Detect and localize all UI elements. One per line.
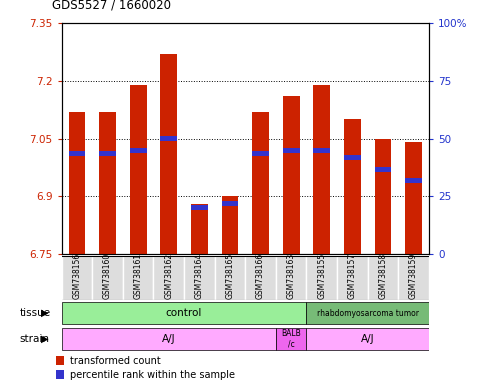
Bar <box>56 356 64 366</box>
Text: A/J: A/J <box>162 334 176 344</box>
Bar <box>252 112 269 254</box>
Bar <box>153 256 184 300</box>
Text: strain: strain <box>20 334 50 344</box>
Bar <box>283 148 300 153</box>
Text: ▶: ▶ <box>40 308 48 318</box>
Text: GSM738159: GSM738159 <box>409 253 418 299</box>
Bar <box>69 112 85 254</box>
Bar <box>375 139 391 254</box>
Text: GSM738163: GSM738163 <box>286 253 296 299</box>
Text: BALB
/c: BALB /c <box>282 329 301 349</box>
Text: GSM738156: GSM738156 <box>72 253 81 299</box>
Bar <box>221 202 239 207</box>
Text: GSM738164: GSM738164 <box>195 253 204 299</box>
Bar <box>191 205 208 210</box>
Text: A/J: A/J <box>361 334 375 344</box>
Bar <box>314 85 330 254</box>
Bar <box>123 256 153 300</box>
Bar <box>246 256 276 300</box>
Bar <box>314 148 330 153</box>
Bar <box>191 204 208 254</box>
Bar <box>92 256 123 300</box>
Text: tissue: tissue <box>20 308 51 318</box>
Text: control: control <box>166 308 202 318</box>
Bar <box>368 256 398 300</box>
Bar <box>62 256 92 300</box>
Bar <box>62 328 276 350</box>
Bar <box>375 167 391 172</box>
Text: GSM738160: GSM738160 <box>103 253 112 299</box>
Bar <box>344 156 361 161</box>
Bar <box>337 256 368 300</box>
Bar <box>56 370 64 379</box>
Bar <box>160 136 177 141</box>
Text: GSM738166: GSM738166 <box>256 253 265 299</box>
Text: GSM738165: GSM738165 <box>225 253 235 299</box>
Text: GSM738162: GSM738162 <box>164 253 173 299</box>
Text: GSM738161: GSM738161 <box>134 253 142 299</box>
Bar <box>214 256 245 300</box>
Text: GSM738155: GSM738155 <box>317 253 326 299</box>
Bar <box>99 152 116 157</box>
Bar <box>307 328 429 350</box>
Bar <box>221 196 239 254</box>
Text: transformed count: transformed count <box>70 356 161 366</box>
Text: GDS5527 / 1660020: GDS5527 / 1660020 <box>52 0 171 12</box>
Bar <box>398 256 429 300</box>
Text: GSM738158: GSM738158 <box>379 253 387 299</box>
Bar <box>252 152 269 157</box>
Bar <box>62 302 307 324</box>
Bar <box>283 96 300 254</box>
Text: percentile rank within the sample: percentile rank within the sample <box>70 369 235 380</box>
Bar <box>307 256 337 300</box>
Bar <box>276 256 307 300</box>
Bar <box>184 256 214 300</box>
Bar <box>344 119 361 254</box>
Bar <box>69 152 85 157</box>
Text: GSM738157: GSM738157 <box>348 253 357 299</box>
Bar <box>405 142 422 254</box>
Bar <box>130 85 146 254</box>
Bar <box>276 328 307 350</box>
Bar <box>130 148 146 153</box>
Bar <box>405 179 422 184</box>
Text: ▶: ▶ <box>40 334 48 344</box>
Text: rhabdomyosarcoma tumor: rhabdomyosarcoma tumor <box>317 309 419 318</box>
Bar <box>99 112 116 254</box>
Bar <box>307 302 429 324</box>
Bar <box>160 54 177 254</box>
